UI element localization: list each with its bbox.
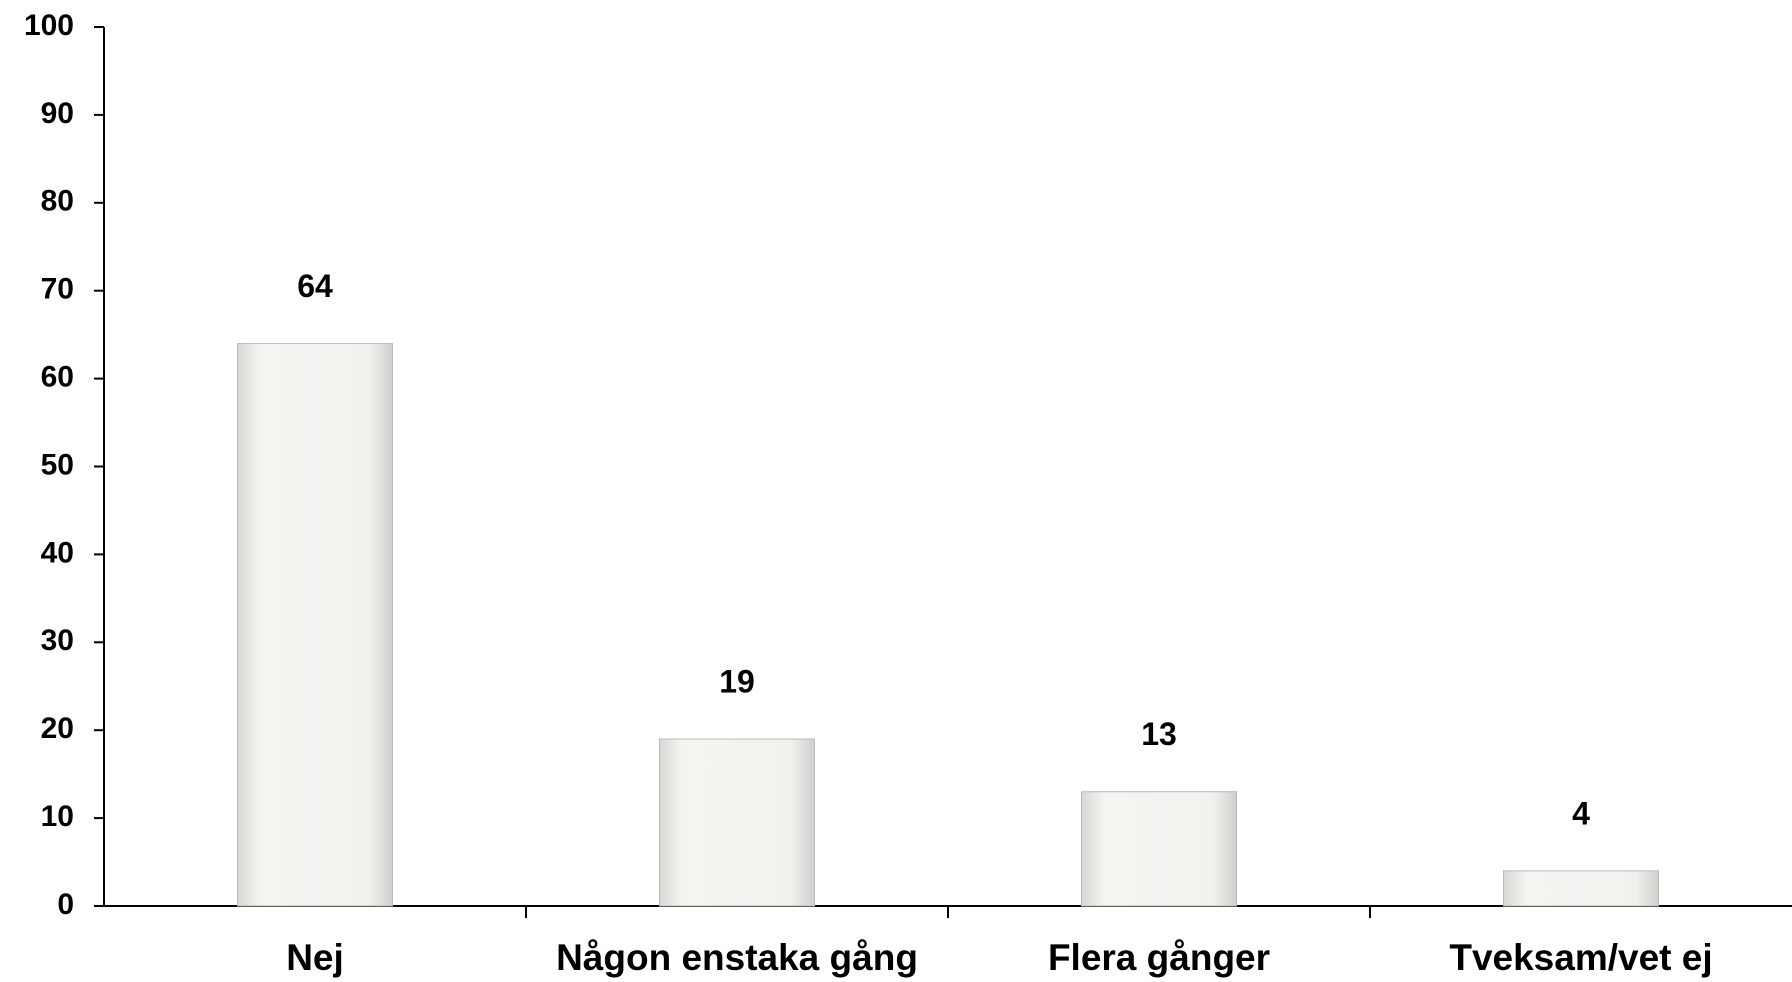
x-tick-label: Nej — [286, 937, 344, 978]
y-tick-label: 0 — [57, 888, 74, 921]
y-tick-label: 20 — [41, 712, 74, 745]
x-tick-label: Flera gånger — [1048, 937, 1270, 978]
y-tick-label: 60 — [41, 361, 74, 394]
y-tick-label: 10 — [41, 800, 74, 833]
chart: 0 10 20 30 40 50 60 70 80 90 100 Nej 64 Någon enstaka… — [0, 0, 1792, 982]
value-label: 19 — [719, 663, 755, 699]
page: 0 10 20 30 40 50 60 70 80 90 100 Nej 64 Någon enstaka… — [0, 0, 1792, 982]
y-tick-label: 90 — [41, 97, 74, 130]
x-tick-label: Tveksam/vet ej — [1449, 937, 1712, 978]
value-label: 13 — [1141, 716, 1177, 752]
y-tick-label: 70 — [41, 273, 74, 306]
value-label: 4 — [1572, 795, 1590, 831]
bar — [1504, 871, 1659, 906]
y-tick-label: 100 — [24, 9, 74, 42]
bar — [660, 739, 815, 906]
y-tick-label: 30 — [41, 624, 74, 657]
y-tick-label: 80 — [41, 185, 74, 218]
value-label: 64 — [297, 268, 333, 304]
x-tick-label: Någon enstaka gång — [556, 937, 918, 978]
bar — [238, 343, 393, 906]
bar — [1082, 792, 1237, 906]
y-tick-label: 40 — [41, 536, 74, 569]
y-tick-label: 50 — [41, 448, 74, 481]
